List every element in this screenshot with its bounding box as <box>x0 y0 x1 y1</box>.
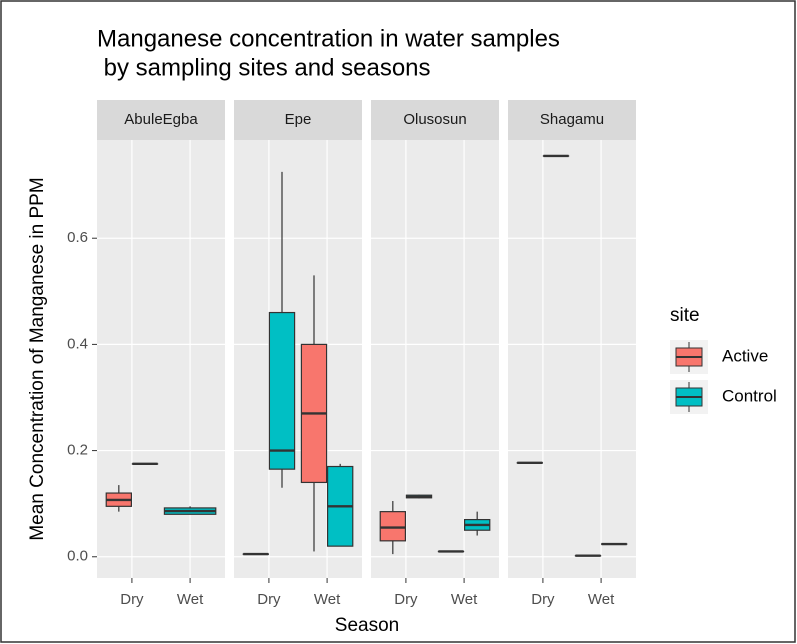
x-tick-label: Dry <box>120 591 144 608</box>
strip-label: AbuleEgba <box>124 111 198 128</box>
y-tick-label: 0.6 <box>67 229 88 246</box>
panel <box>508 140 636 578</box>
y-axis-label: Mean Concentration of Manganese in PPM <box>27 177 48 540</box>
x-axis-label: Season <box>335 615 399 636</box>
x-tick-label: Dry <box>394 591 418 608</box>
chart-title: by sampling sites and seasons <box>97 54 431 81</box>
strip-label: Epe <box>285 111 312 128</box>
strip-label: Shagamu <box>540 111 604 128</box>
x-tick-label: Wet <box>588 591 615 608</box>
legend-label: Control <box>722 386 777 405</box>
x-tick-label: Dry <box>257 591 281 608</box>
box <box>379 511 407 542</box>
legend-label: Active <box>722 346 768 365</box>
x-tick-label: Wet <box>451 591 478 608</box>
x-tick-label: Wet <box>314 591 341 608</box>
x-tick-label: Wet <box>177 591 204 608</box>
x-tick-label: Dry <box>531 591 555 608</box>
y-tick-label: 0.2 <box>67 442 88 459</box>
strip <box>97 100 225 140</box>
strip <box>371 100 499 140</box>
y-tick-label: 0.0 <box>67 548 88 565</box>
strip <box>234 100 362 140</box>
y-tick-label: 0.4 <box>67 335 88 352</box>
box <box>268 311 296 470</box>
legend-title: site <box>670 305 700 326</box>
chart-title: Manganese concentration in water samples <box>97 25 560 52</box>
strip-label: Olusosun <box>403 111 466 128</box>
strip <box>508 100 636 140</box>
